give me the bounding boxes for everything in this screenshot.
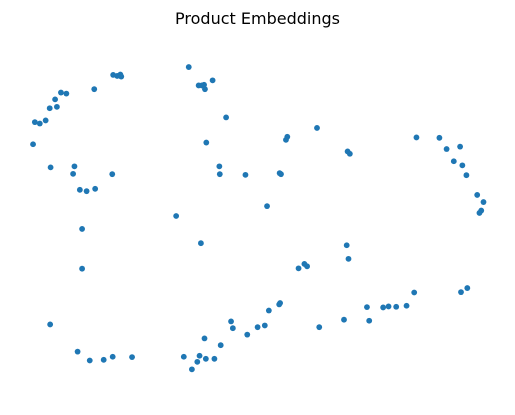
- scatter-point: [109, 353, 116, 360]
- scatter-point: [194, 358, 201, 365]
- scatter-point: [198, 240, 204, 247]
- scatter-point: [91, 86, 98, 93]
- scatter-point: [129, 354, 135, 360]
- scatter-point: [393, 303, 400, 310]
- scatter-point: [46, 105, 53, 112]
- scatter-point: [216, 171, 223, 178]
- scatter-point: [42, 117, 49, 124]
- scatter-point: [202, 355, 209, 362]
- scatter-point: [284, 133, 291, 140]
- scatter-point: [276, 170, 283, 177]
- scatter-point: [211, 355, 218, 362]
- scatter-point: [242, 171, 249, 178]
- scatter-point: [92, 185, 99, 192]
- scatter-point: [463, 172, 470, 179]
- scatter-point: [364, 304, 370, 311]
- scatter-point: [314, 125, 320, 131]
- scatter-point: [79, 226, 85, 232]
- scatter-point: [443, 146, 450, 152]
- scatter-point: [109, 171, 116, 178]
- scatter-point: [254, 324, 261, 331]
- scatter-point: [459, 162, 466, 169]
- scatter-point: [413, 134, 420, 141]
- scatter-point: [209, 77, 216, 84]
- scatter-point: [380, 304, 387, 311]
- scatter-point: [36, 120, 43, 127]
- chart-title: Product Embeddings: [175, 9, 340, 28]
- scatter-point: [450, 158, 457, 165]
- scatter-point: [265, 307, 272, 314]
- scatter-point: [217, 342, 224, 349]
- scatter-point: [31, 119, 38, 126]
- scatter-point: [304, 263, 310, 270]
- scatter-point: [202, 86, 208, 93]
- scatter-point: [74, 348, 81, 355]
- scatter-point: [316, 324, 323, 331]
- scatter-point: [189, 366, 195, 373]
- scatter-point: [345, 255, 352, 262]
- scatter-point: [76, 186, 83, 193]
- scatter-point: [403, 302, 410, 309]
- scatter-point: [203, 139, 210, 146]
- scatter-point: [366, 317, 373, 324]
- scatter-point: [216, 163, 223, 170]
- scatter-point: [457, 143, 463, 150]
- scatter-point: [185, 64, 192, 70]
- scatter-point: [54, 103, 60, 110]
- scatter-point: [86, 357, 93, 364]
- scatter-point: [480, 199, 487, 205]
- scatter-point: [244, 331, 251, 338]
- scatter-point: [70, 170, 76, 177]
- scatter-point: [47, 164, 54, 171]
- scatter-point: [464, 285, 471, 291]
- scatter-point: [52, 96, 58, 103]
- scatter-point: [118, 73, 125, 80]
- scatter-point: [229, 325, 236, 332]
- scatter-point: [458, 289, 464, 296]
- scatter-point: [71, 163, 78, 170]
- scatter-point: [385, 303, 392, 310]
- scatter-point: [261, 322, 268, 329]
- scatter-point: [346, 150, 353, 157]
- scatter-point: [411, 289, 418, 296]
- scatter-point: [341, 316, 347, 323]
- scatter-point: [173, 213, 180, 219]
- scatter-point: [476, 210, 483, 216]
- scatter-point: [83, 188, 90, 195]
- scatter-point: [63, 90, 70, 97]
- scatter-point: [474, 192, 481, 198]
- scatter-point: [79, 265, 85, 272]
- scatter-point: [180, 353, 187, 360]
- scatter-point: [223, 114, 230, 121]
- scatter-point: [196, 352, 203, 359]
- scatter-point: [264, 203, 270, 210]
- scatter-point: [30, 141, 36, 148]
- scatter-point: [47, 321, 54, 328]
- points-layer: [30, 64, 487, 373]
- scatter-point: [277, 300, 283, 306]
- scatter-point: [201, 335, 208, 342]
- scatter-point: [58, 89, 64, 96]
- scatter-point: [100, 356, 107, 363]
- scatter-point: [295, 265, 302, 272]
- scatter-point: [436, 134, 443, 141]
- scatter-point: [343, 242, 350, 249]
- scatter-point: [228, 318, 234, 325]
